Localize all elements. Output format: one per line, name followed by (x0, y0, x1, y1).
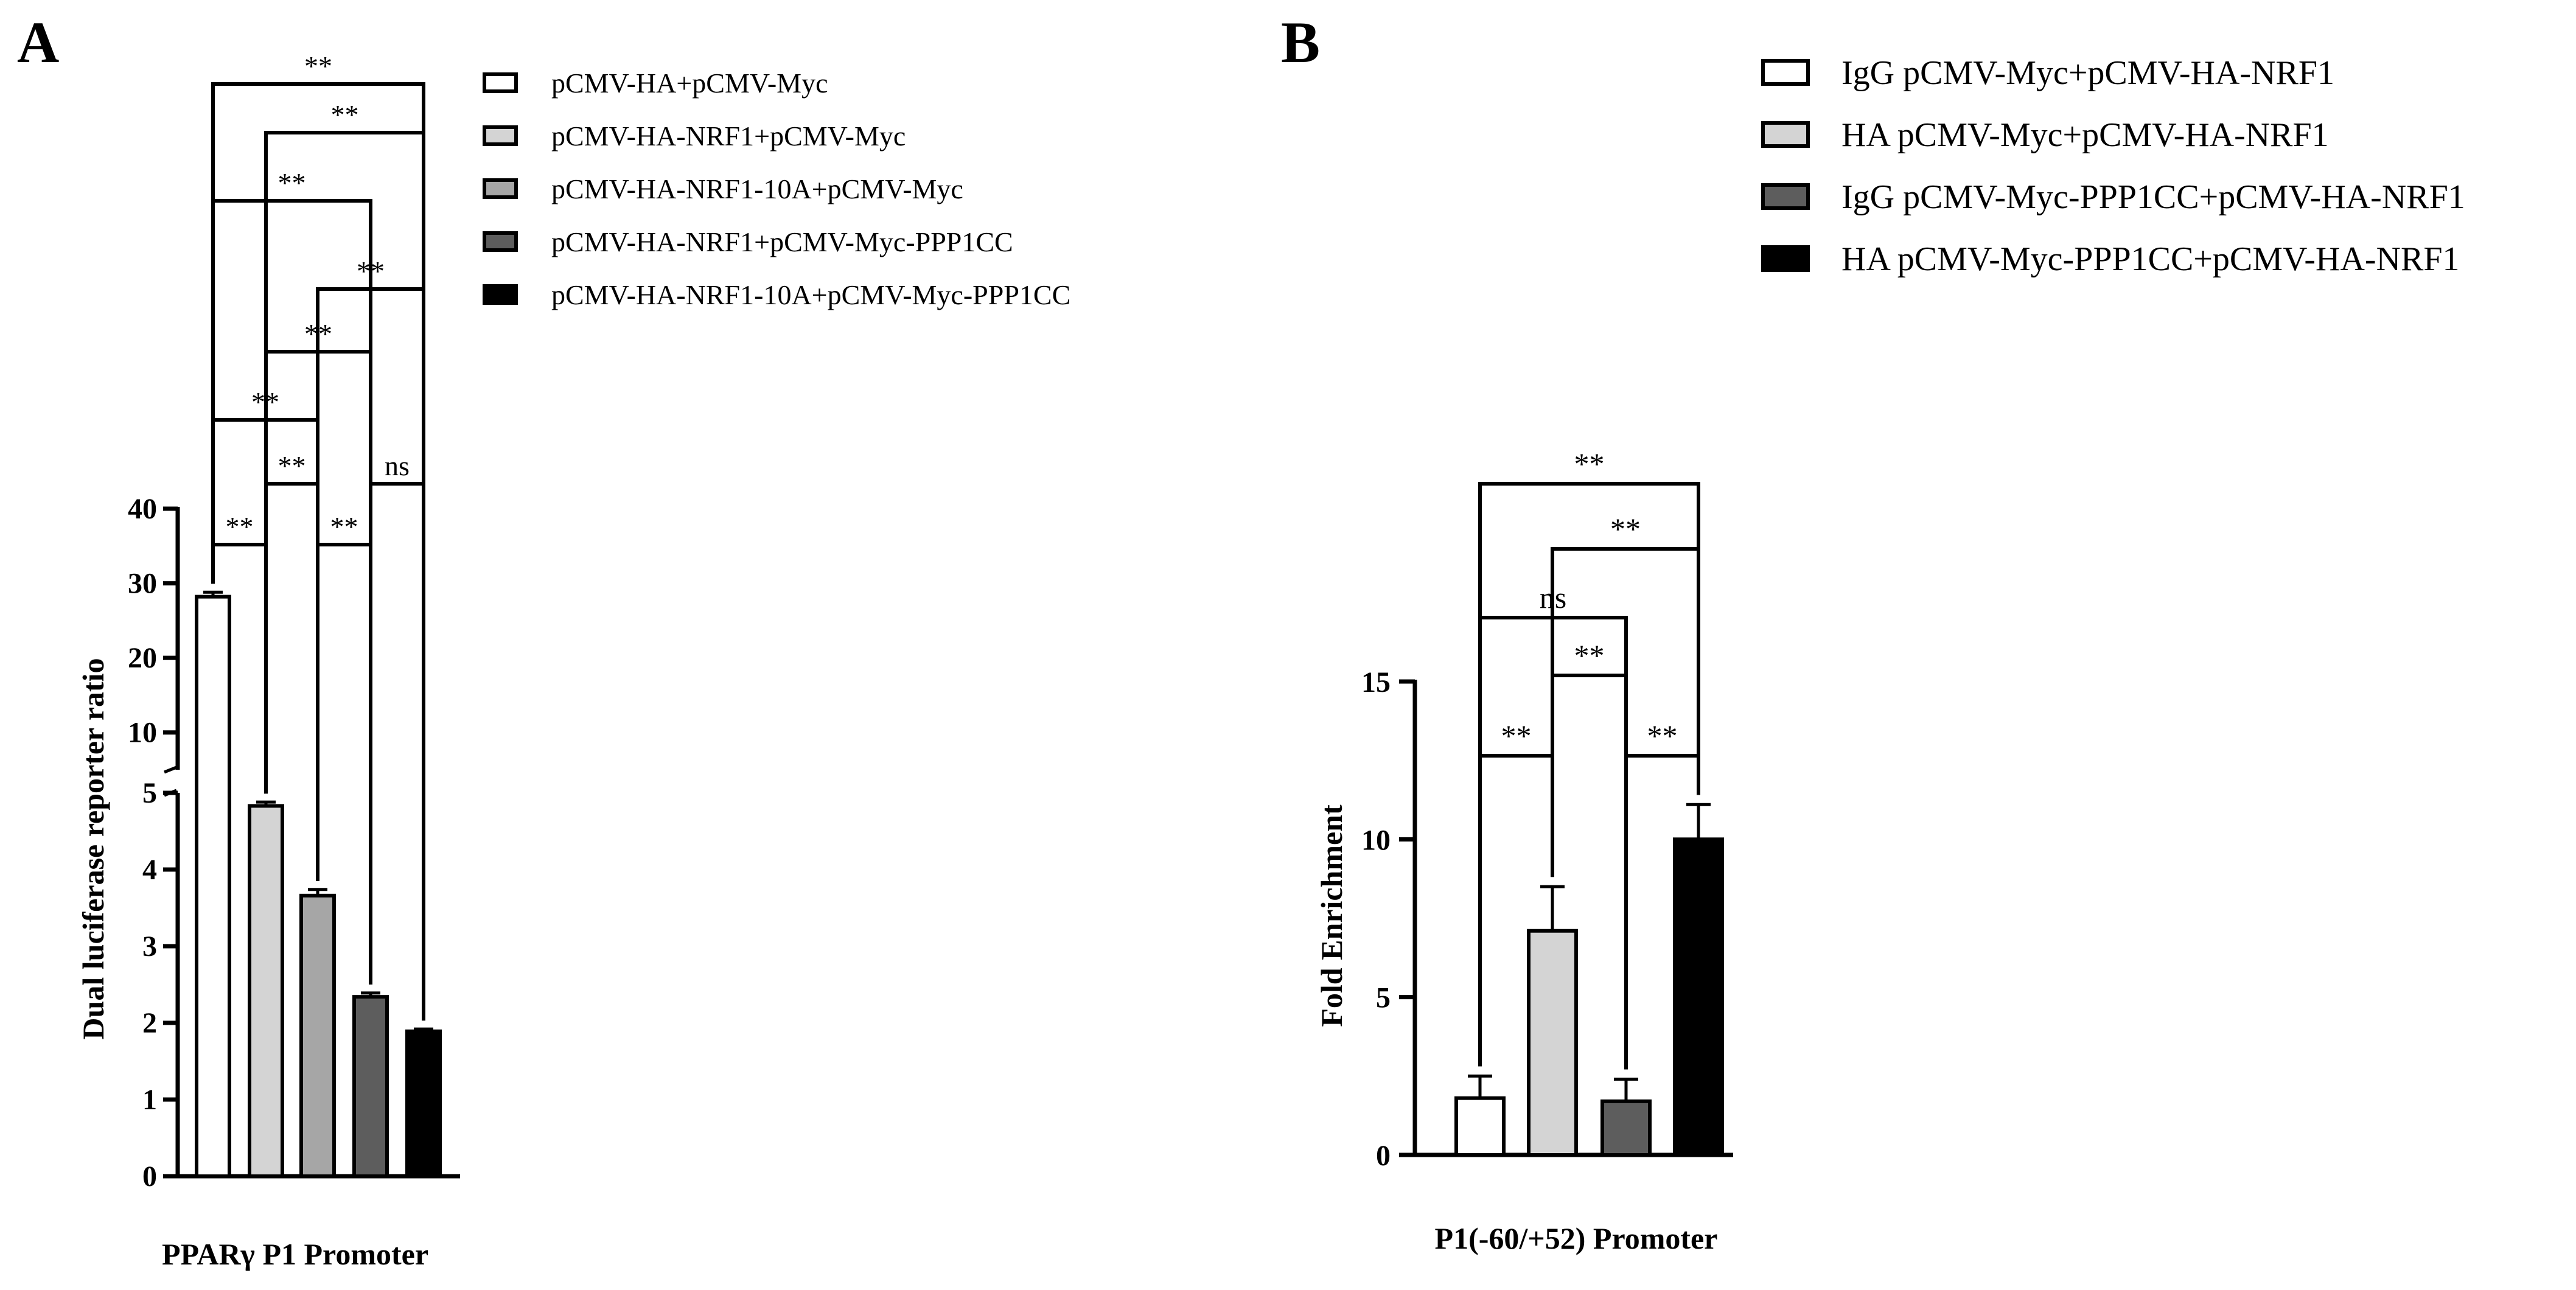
panel-a-legend-label: pCMV-HA-NRF1-10A+pCMV-Myc (551, 173, 963, 204)
panel-b-significance-label: ** (1647, 719, 1678, 753)
panel-a-axis-break-mark (164, 765, 177, 774)
panel-b-label: B (1281, 10, 1320, 75)
panel-b-bar (1673, 837, 1724, 1157)
panel-a-bar (352, 995, 389, 1179)
panel-a-significance-label: ns (385, 450, 410, 481)
panel-b-y-tick-label: 5 (1376, 982, 1391, 1014)
panel-b-legend-label: IgG pCMV-Myc-PPP1CC+pCMV-HA-NRF1 (1841, 178, 2465, 216)
panel-a-y-tick-label: 30 (128, 568, 157, 600)
panel-a-bar (299, 893, 336, 1178)
panel-a-significance-label: ** (304, 51, 332, 82)
panel-a-legend-swatch (483, 231, 518, 252)
panel-a-label: A (17, 10, 59, 75)
panel-a-y-tick-label: 2 (142, 1007, 157, 1039)
panel-a-legend-swatch (483, 178, 518, 199)
panel-b-legend-label: HA pCMV-Myc+pCMV-HA-NRF1 (1841, 116, 2329, 154)
panel-a-y-tick-label: 1 (142, 1084, 157, 1116)
panel-a-legend-label: pCMV-HA-NRF1+pCMV-Myc (551, 120, 906, 152)
panel-a-y-tick-label: 20 (128, 642, 157, 674)
panel-b-y-tick-label: 10 (1361, 824, 1391, 856)
panel-a-bar (248, 804, 284, 1179)
panel-a-legend-label: pCMV-HA+pCMV-Myc (551, 68, 828, 99)
panel-a-y-axis-title: Dual luciferase reporter ratio (76, 658, 110, 1039)
panel-a-significance-label: ** (331, 99, 359, 130)
panel-a-y-tick-label: 4 (142, 854, 157, 886)
panel-b-legend-label: IgG pCMV-Myc+pCMV-HA-NRF1 (1841, 54, 2334, 92)
panel-a-significance-label: ** (278, 167, 306, 198)
panel-a-y-tick-label: 3 (142, 930, 157, 963)
panel-a-x-axis-title: PPARγ P1 Promoter (162, 1237, 428, 1271)
panel-a: A Dual luciferase reporter ratio PPARγ P… (17, 10, 1070, 1271)
panel-a-legend-label: pCMV-HA-NRF1+pCMV-Myc-PPP1CC (551, 226, 1013, 257)
panel-a-significance-label: ** (278, 450, 306, 481)
panel-b-legend-label: HA pCMV-Myc-PPP1CC+pCMV-HA-NRF1 (1841, 240, 2459, 278)
panel-b-significance-label: ** (1610, 512, 1641, 546)
panel-a-significance-label: ** (226, 511, 254, 542)
panel-b-bar (1600, 1099, 1652, 1157)
panel-b-y-tick-label: 15 (1361, 666, 1391, 699)
panel-b-significance-bracket (1478, 482, 1700, 1067)
panel-b-significance-label: ** (1574, 638, 1605, 672)
panel-b-bar (1454, 1096, 1506, 1157)
panel-b-significance-label: ** (1574, 447, 1605, 481)
panel-b-legend-swatch (1761, 121, 1810, 148)
panel-a-significance-bracket (369, 482, 425, 1021)
panel-a-y-tick-label: 5 (142, 777, 157, 809)
panel-b-legend-swatch (1761, 245, 1810, 272)
panel-b-legend-swatch (1761, 183, 1810, 210)
panel-b-legend-swatch (1761, 59, 1810, 86)
panel-a-y-tick-label: 0 (142, 1160, 157, 1193)
panel-b-x-axis-title: P1(-60/+52) Promoter (1435, 1221, 1718, 1255)
panel-a-y-tick-label: 40 (128, 493, 157, 525)
panel-a-significance-label: ** (330, 511, 358, 542)
panel-b-y-tick-label: 0 (1376, 1140, 1391, 1172)
panel-b-significance-label: ** (1501, 719, 1532, 753)
panel-a-significance-bracket (211, 199, 372, 985)
panel-a-y-tick-label: 10 (128, 717, 157, 749)
panel-b-y-axis-title: Fold Enrichment (1314, 804, 1349, 1027)
panel-a-legend-label: pCMV-HA-NRF1-10A+pCMV-Myc-PPP1CC (551, 279, 1070, 310)
panel-a-legend-swatch (483, 284, 518, 305)
panel-a-bar (195, 594, 231, 1178)
panel-a-significance-bracket (264, 131, 425, 1021)
panel-b-bar (1527, 929, 1578, 1157)
panel-a-significance-bracket (211, 82, 425, 1021)
panel-a-legend-swatch (483, 72, 518, 93)
panel-a-bar (405, 1029, 442, 1178)
panel-b: B Fold Enrichment P1(-60/+52) Promoter 0… (1281, 10, 2465, 1255)
panel-a-legend-swatch (483, 125, 518, 146)
